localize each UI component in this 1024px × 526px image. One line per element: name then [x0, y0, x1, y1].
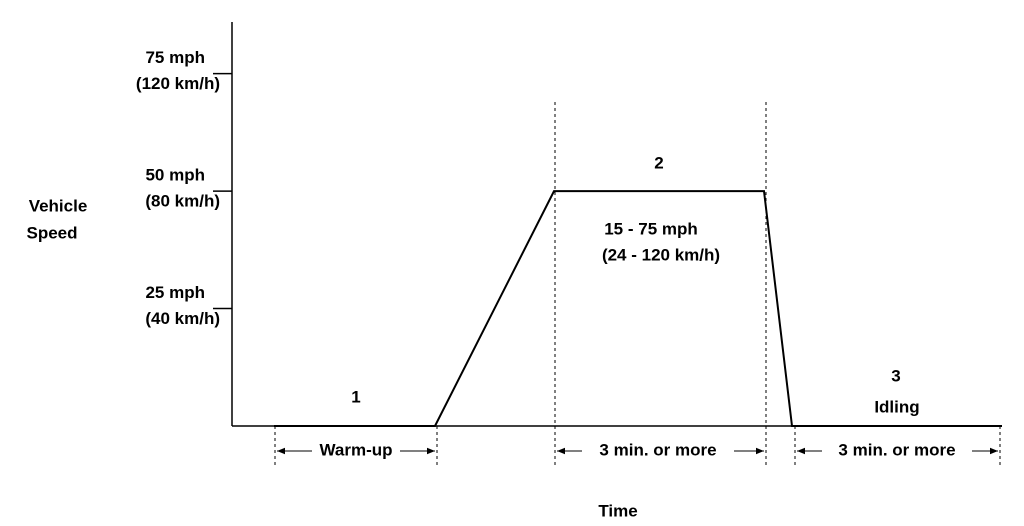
- phase-label: 3: [891, 366, 900, 385]
- y-tick-label: 25 mph: [145, 283, 205, 302]
- phase-label: 2: [654, 153, 663, 172]
- label-bg: [312, 440, 400, 462]
- annotation: 15 - 75 mph: [604, 219, 698, 238]
- y-tick-label: 50 mph: [145, 166, 205, 185]
- dimension-label: Warm-up: [319, 440, 392, 459]
- dimension-label: 3 min. or more: [838, 440, 955, 459]
- label-bg: [822, 440, 972, 462]
- y-axis-label: Speed: [26, 223, 77, 242]
- phase-label: 1: [351, 387, 360, 406]
- y2-tick-label: (80 km/h): [145, 192, 220, 211]
- x-axis-label: Time: [598, 501, 637, 520]
- label-bg: [582, 440, 734, 462]
- dimension-label: 3 min. or more: [599, 440, 716, 459]
- annotation: (24 - 120 km/h): [602, 245, 720, 264]
- y2-tick-label: (120 km/h): [136, 74, 220, 93]
- y-axis-label: Vehicle: [29, 196, 88, 215]
- y-tick-label: 75 mph: [145, 48, 205, 67]
- y2-tick-label: (40 km/h): [145, 309, 220, 328]
- speed-line: [274, 190, 1002, 427]
- annotation: Idling: [874, 397, 919, 416]
